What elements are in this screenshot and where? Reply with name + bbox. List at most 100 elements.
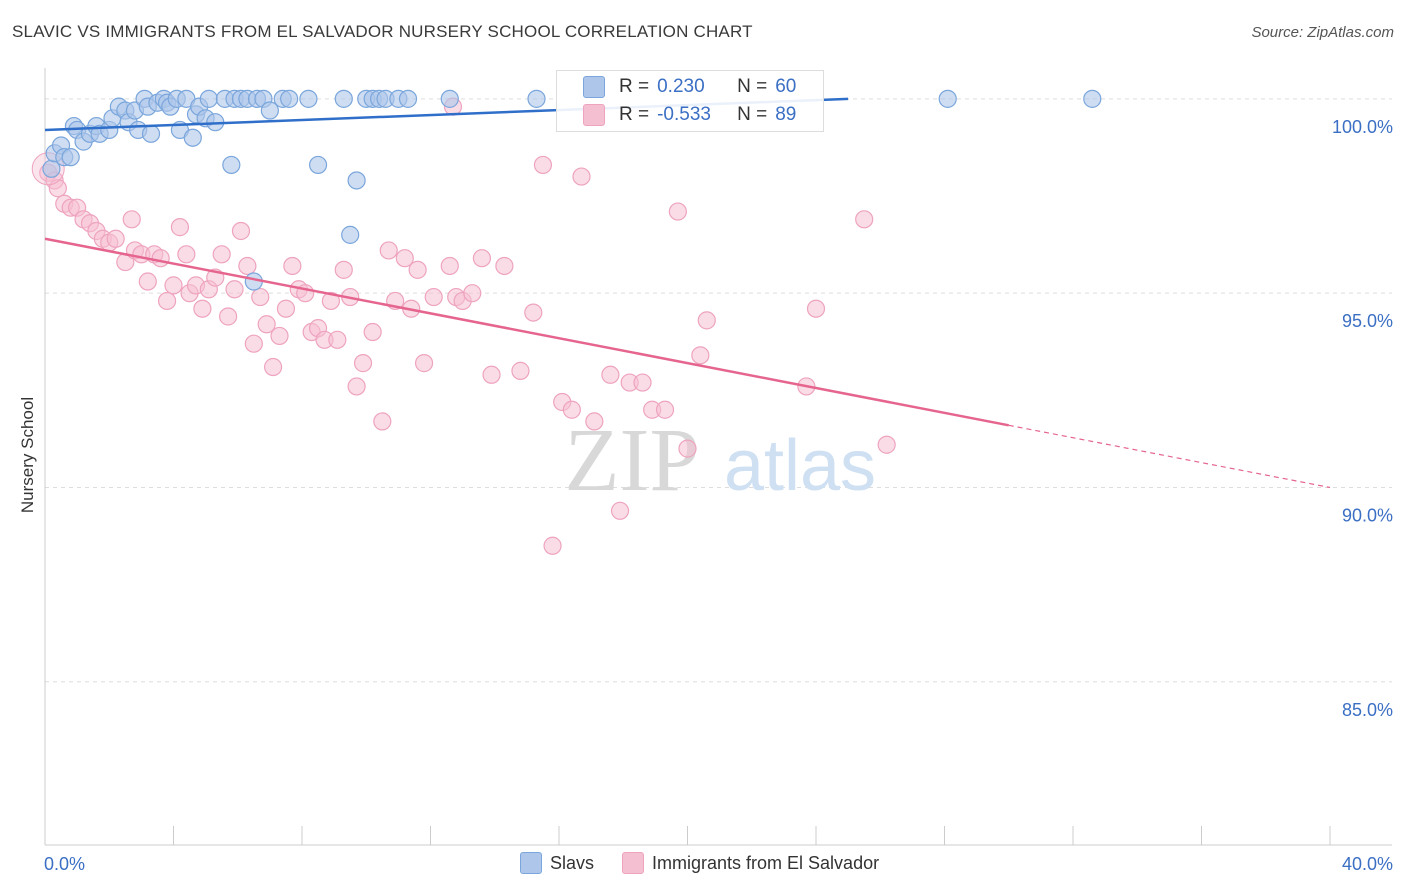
y-tick-label: 90.0% — [1342, 505, 1393, 525]
salvador-point — [601, 365, 620, 384]
slavs-point — [440, 89, 459, 108]
salvador-point — [678, 439, 697, 458]
salvador-point — [363, 322, 382, 342]
stats-row-slavs: R = 0.230 N = 60 — [557, 73, 796, 101]
x-tick-label-start: 0.0% — [44, 854, 85, 874]
legend-label-slavs: Slavs — [550, 852, 595, 873]
salvador-point — [373, 412, 392, 431]
salvador-point — [395, 249, 414, 268]
salvador-point — [177, 245, 196, 264]
watermark-atlas: atlas — [724, 426, 876, 506]
salvador-point — [572, 167, 591, 186]
salvador-point — [276, 299, 296, 318]
salvador-point — [164, 276, 183, 295]
legend-item-salv[interactable]: Immigrants from El Salvador — [622, 852, 879, 874]
slavs-point — [347, 171, 366, 190]
slavs-point — [280, 89, 299, 108]
salvador-point — [495, 256, 514, 276]
x-tick-label-end: 40.0% — [1342, 854, 1393, 874]
salvador-trend-line-dashed — [1008, 424, 1331, 489]
legend-item-slavs[interactable]: Slavs — [520, 852, 594, 874]
source-label: Source: ZipAtlas.com — [1251, 24, 1394, 41]
salvador-point — [524, 303, 543, 322]
salvador-point — [697, 311, 716, 330]
slavs-points — [42, 89, 1102, 291]
stats-r-label-slavs: R = — [619, 76, 650, 97]
stats-n-label-slavs: N = — [737, 76, 768, 97]
salvador-point — [668, 202, 687, 221]
slavs-point — [398, 89, 418, 108]
salvador-point — [251, 287, 270, 307]
slavs-point — [527, 89, 546, 108]
salvador-point — [238, 256, 257, 276]
salvador-point — [225, 280, 244, 299]
salvador-point — [151, 249, 170, 268]
salvador-point — [424, 287, 443, 307]
slavs-point — [334, 89, 353, 108]
salvador-point — [257, 315, 276, 334]
stats-r-label-salv: R = — [619, 104, 650, 125]
salvador-point — [511, 361, 530, 380]
stats-n-label-salv: N = — [737, 104, 768, 125]
salvador-point — [408, 260, 427, 279]
chart-title: SLAVIC VS IMMIGRANTS FROM EL SALVADOR NU… — [12, 22, 753, 41]
slavs-point — [183, 128, 202, 147]
stats-swatch-salv — [583, 104, 605, 126]
slavs-point — [199, 89, 218, 108]
salvador-point — [533, 155, 553, 175]
slavs-point — [308, 155, 328, 175]
salvador-point — [655, 400, 675, 419]
salvador-point — [379, 241, 398, 260]
salvador-trend-line — [44, 237, 1009, 427]
stats-box: R = 0.230 N = 60 R = -0.533 N = 89 — [556, 70, 824, 132]
stats-row-salv: R = -0.533 N = 89 — [557, 101, 796, 129]
slavs-point — [141, 124, 161, 143]
y-tick-label: 85.0% — [1342, 700, 1393, 720]
y-tick-label: 100.0% — [1332, 117, 1393, 137]
stats-r-value-slavs: 0.230 — [657, 76, 705, 97]
salvador-point — [334, 260, 353, 279]
salvador-point — [585, 412, 604, 431]
salvador-point — [170, 218, 190, 237]
salvador-point — [463, 284, 482, 303]
salvador-point — [440, 256, 459, 276]
salvador-point — [633, 373, 652, 392]
salvador-point — [244, 334, 263, 353]
salvador-point — [106, 229, 125, 248]
legend-swatch-salv — [622, 852, 645, 874]
salvador-point — [806, 299, 826, 318]
salvador-point — [482, 365, 501, 384]
salvador-point — [212, 245, 231, 264]
salvador-point — [877, 435, 896, 454]
stats-n-value-slavs: 60 — [775, 76, 797, 97]
salvador-point — [855, 210, 874, 229]
salvador-point — [283, 256, 302, 276]
slavs-point — [1083, 89, 1102, 108]
stats-n-value-salv: 89 — [775, 104, 797, 125]
salvador-point — [263, 357, 283, 377]
salvador-points — [31, 97, 896, 555]
salvador-point — [691, 346, 710, 365]
axes — [44, 68, 1392, 846]
salvador-point — [321, 291, 341, 311]
slavs-point — [938, 89, 957, 108]
salvador-point — [193, 299, 212, 318]
slavs-point — [260, 101, 279, 120]
salvador-point — [472, 249, 491, 268]
salvador-point — [610, 501, 630, 520]
watermark-zip: ZIP — [565, 411, 700, 510]
salvador-point — [138, 272, 157, 291]
salvador-point — [270, 326, 289, 346]
tick-labels: 85.0% 90.0% 95.0% 100.0% 0.0% 40.0% — [44, 117, 1393, 874]
salvador-point — [231, 221, 251, 241]
grid-lines — [45, 98, 1392, 683]
legend-label-salv: Immigrants from El Salvador — [652, 852, 880, 873]
salvador-point — [328, 330, 347, 349]
slavs-point — [299, 89, 318, 108]
salvador-point — [543, 536, 562, 555]
salvador-point — [347, 377, 366, 396]
salvador-point — [414, 354, 434, 373]
salvador-point — [562, 400, 581, 419]
salvador-point — [219, 307, 238, 326]
